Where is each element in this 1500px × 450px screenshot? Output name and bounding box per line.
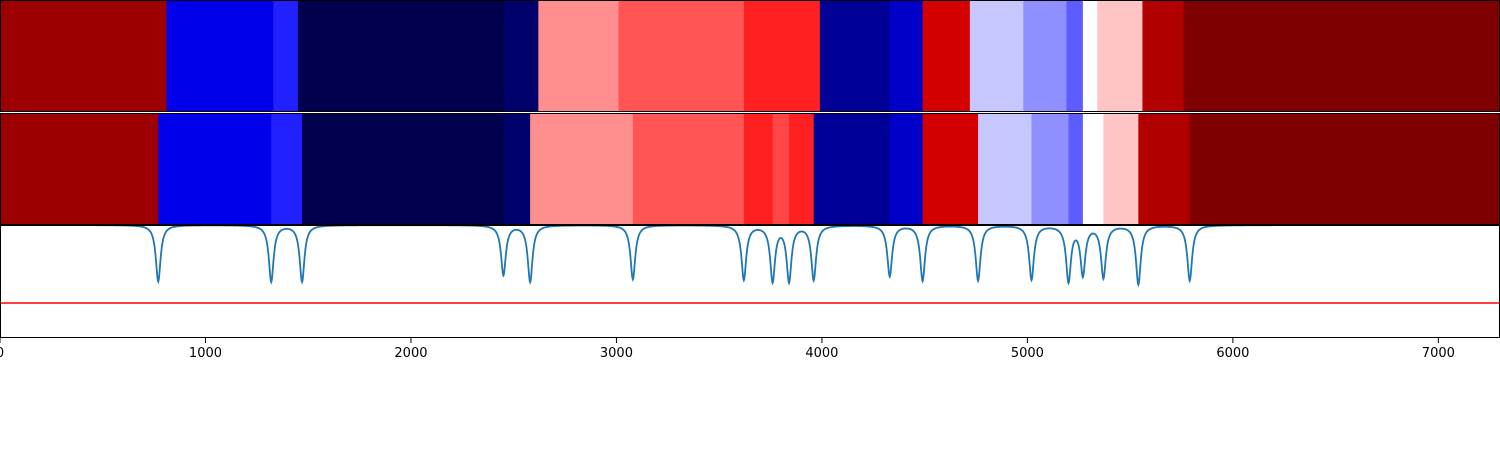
heatmap-cell-r0-8 [819,0,891,112]
heatmap-cell-r1-15 [1068,113,1084,225]
heatmap-cell-r0-4 [503,0,539,112]
heatmap-cell-r0-9 [889,0,924,112]
heatmap-cell-r0-17 [1183,0,1500,112]
x-tick-label-3000: 3000 [600,346,633,361]
heatmap-cell-r1-9 [789,113,815,225]
dip-panel [0,224,1500,304]
heatmap-cell-r0-16 [1142,0,1185,112]
x-tick-label-6000: 6000 [1216,346,1249,361]
heatmap-cell-r0-6 [618,0,745,112]
x-tick-label-2000: 2000 [394,346,427,361]
heatmap-cell-r0-15 [1097,0,1143,112]
x-tick-label-5000: 5000 [1011,346,1044,361]
heatmap-cell-r1-11 [889,113,924,225]
heatmap-cell-r1-5 [530,113,634,225]
x-axis: 0 1000 2000 3000 4000 5000 6000 7000 [0,338,1455,361]
heatmap-cell-r1-3 [302,113,504,225]
heatmap-cell-r0-14 [1082,0,1098,112]
heatmap-cell-r1-8 [772,113,790,225]
x-tick-label-4000: 4000 [805,346,838,361]
heatmap-cell-r1-10 [813,113,891,225]
heatmap-cell-r1-18 [1138,113,1191,225]
axes-frame-2 [0,225,1500,338]
heatmap-cell-r1-6 [632,113,745,225]
heatmap-cell-r0-10 [922,0,971,112]
heatmap-cell-r0-2 [273,0,299,112]
x-tick-label-7000: 7000 [1422,346,1455,361]
heatmap-rows [0,0,1500,225]
heatmap-cell-r1-4 [503,113,531,225]
heatmap-cell-r1-16 [1082,113,1104,225]
heatmap-cell-r1-17 [1103,113,1139,225]
heatmap-cell-r0-5 [538,0,619,112]
heatmap-cell-r0-11 [969,0,1024,112]
heatmap-cell-r1-14 [1031,113,1069,225]
heatmap-cell-r0-1 [166,0,274,112]
heatmap-cell-r0-12 [1023,0,1067,112]
x-tick-label-0: 0 [0,346,4,361]
heatmap-cell-r1-13 [978,113,1033,225]
heatmap-cell-r0-7 [743,0,821,112]
heatmap-cell-r1-2 [271,113,303,225]
heatmap-cell-r1-0 [0,113,159,225]
heatmap-cell-r0-13 [1066,0,1084,112]
heatmap-cell-r0-0 [0,0,167,112]
heatmap-cell-r1-1 [158,113,272,225]
dip-series-line [0,224,1500,288]
heatmap-cell-r1-12 [922,113,979,225]
x-tick-label-1000: 1000 [189,346,222,361]
heatmap-cell-r0-3 [297,0,504,112]
heatmap-cell-r1-7 [743,113,774,225]
heatmap-cell-r1-19 [1189,113,1500,225]
